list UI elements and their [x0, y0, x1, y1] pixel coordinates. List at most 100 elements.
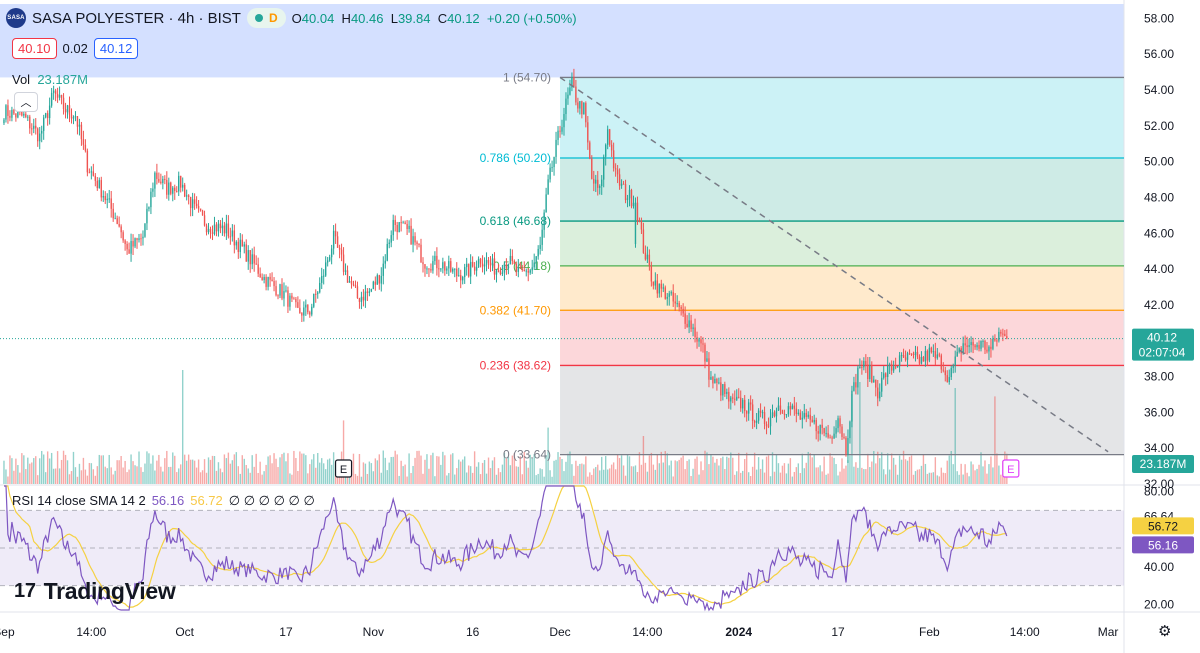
volume-bar [394, 450, 396, 484]
candle-body [104, 196, 106, 201]
candle-body [636, 202, 639, 221]
candle-body [644, 252, 647, 260]
candle-body [652, 281, 655, 286]
volume-legend[interactable]: Vol 23.187M [12, 72, 88, 87]
ohlc-open: 40.04 [301, 10, 335, 26]
candle-body [239, 239, 241, 253]
market-open-dot-icon [254, 14, 263, 22]
volume-bar [112, 474, 114, 484]
candle-body [328, 257, 331, 261]
candle-body [233, 230, 236, 246]
volume-bar [509, 465, 512, 484]
volume-bar [932, 472, 935, 484]
time-axis: Sep 14:00 Oct 17 Nov 16 Dec 14:00 2024 17 Feb 14:00… [0, 625, 1118, 639]
candle-body [495, 270, 498, 275]
market-status-pill[interactable]: D [246, 8, 286, 28]
candle-body [932, 351, 935, 353]
candle-body [539, 244, 541, 249]
fibonacci-levels: 1 (54.70)0.786 (50.20)0.618 (46.68)0.5 (… [480, 70, 1124, 462]
symbol-logo[interactable]: SASA [6, 8, 26, 28]
volume-bar [88, 462, 91, 484]
rsi-legend[interactable]: RSI 14 close SMA 14 2 56.16 56.72 ∅ ∅ ∅ … [12, 493, 315, 509]
volume-bar [585, 456, 587, 484]
volume-bar [150, 463, 152, 484]
volume-bar [392, 456, 394, 484]
candle-body [245, 244, 247, 262]
volume-bar [730, 452, 732, 484]
price-axis: 58.00 56.00 54.00 52.00 50.00 48.00 46.00 44.00… [1144, 11, 1174, 491]
candle-body [630, 189, 633, 207]
volume-bar [819, 465, 821, 484]
candle-body [356, 286, 359, 299]
rsi-extra-values: ∅ ∅ ∅ ∅ ∅ ∅ [228, 493, 315, 508]
tradingview-logo[interactable]: 17 TradingView [14, 578, 176, 605]
volume-bar [134, 465, 136, 484]
candle-body [702, 343, 704, 345]
volume-bar [724, 469, 726, 484]
candle-body [273, 281, 275, 287]
buy-button[interactable]: 40.12 [93, 38, 139, 59]
volume-bar [664, 451, 666, 484]
candle-body [422, 262, 424, 265]
candle-body [728, 391, 730, 402]
candle-body [581, 101, 583, 115]
volume-bar [434, 476, 436, 484]
volume-bar [744, 459, 746, 484]
candle-body [172, 187, 174, 194]
volume-bar [309, 464, 311, 484]
volume-bar [696, 456, 698, 484]
candle-body [807, 414, 809, 417]
candle-body [140, 238, 142, 240]
volume-bar [442, 451, 444, 484]
volume-bar [221, 472, 224, 484]
volume-bar [9, 455, 11, 484]
ohlc-open-key: O [291, 10, 302, 26]
symbol-title[interactable]: SASA POLYESTER · 4h · BIST [32, 9, 241, 27]
volume-bar [233, 454, 236, 484]
candle-body [823, 427, 825, 434]
fib-extension-zone [0, 4, 1124, 78]
volume-bar [116, 460, 118, 484]
volume-bar [914, 471, 917, 484]
volume-bar [289, 473, 291, 484]
candle-body [926, 350, 929, 361]
fib-label-1: 1 (54.70) [503, 70, 551, 84]
candle-body [368, 291, 371, 293]
candle-body [295, 298, 297, 303]
fib-label-0.618: 0.618 (46.68) [480, 214, 551, 228]
volume-bar [182, 370, 184, 484]
volume-bar [366, 473, 369, 484]
volume-bar [501, 464, 504, 484]
rsi-ma-line [4, 485, 1007, 608]
candle-body [698, 339, 700, 342]
volume-bar [328, 458, 331, 484]
volume-bar [255, 453, 257, 484]
price-tick-label: 56.00 [1144, 47, 1174, 61]
candle-body [396, 224, 398, 233]
candle-body [994, 338, 996, 341]
volume-bar [785, 473, 788, 484]
volume-bar [15, 458, 17, 484]
volume-bar [102, 455, 104, 484]
candle-body [60, 94, 63, 98]
candle-body [193, 199, 196, 204]
candle-body [326, 260, 329, 263]
sell-button[interactable]: 40.10 [12, 38, 57, 59]
candle-body [595, 179, 597, 184]
candle-body [904, 357, 907, 360]
volume-bar [168, 466, 170, 484]
settings-gear-icon[interactable]: ⚙ [1158, 623, 1172, 640]
candle-body [692, 327, 694, 330]
candle-body [565, 98, 567, 114]
volume-bar [783, 463, 786, 484]
volume-bar [354, 473, 357, 484]
candle-body [148, 207, 150, 209]
collapse-legend-button[interactable]: ︿ [14, 92, 38, 112]
candle-body [620, 183, 623, 186]
volume-bar [420, 455, 422, 484]
candle-body [128, 249, 130, 254]
volume-bar [978, 464, 980, 484]
volume-bar [926, 473, 929, 484]
time-tick-label: Sep [0, 625, 15, 639]
